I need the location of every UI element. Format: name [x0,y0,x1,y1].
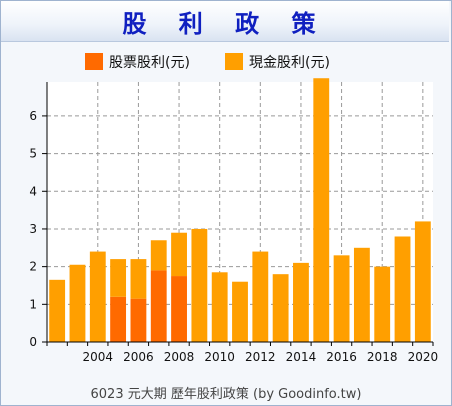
bar-layer [49,78,431,343]
cash-dividend-bar-2013 [272,274,289,342]
stock-dividend-bar-2007 [150,270,167,342]
cash-dividend-bar-2008 [171,232,187,277]
x-tick-labels: 2004 2006 2008 2010 2012 2014 2016 2018 2020 [83,350,439,364]
legend-label-cash: 現金股利(元) [249,55,330,71]
legend-swatch-stock [85,53,103,70]
cash-dividend-bar-2003 [69,264,86,342]
cash-dividend-bar-2010 [211,272,228,342]
title-bar: 股 利 政 策 [1,1,449,42]
x-tick-label: 2008 [164,350,195,364]
x-tick-label: 2006 [123,350,154,364]
x-tick-label: 2010 [204,350,235,364]
chart-title: 股 利 政 策 [122,8,328,38]
cash-dividend-bar-2017 [353,247,370,342]
cash-dividend-bar-2016 [333,255,350,342]
footer-caption: 6023 元大期 歷年股利政策 (by Goodinfo.tw) [91,386,362,402]
cash-dividend-bar-2020 [414,221,431,342]
y-tick-label: 3 [29,222,37,236]
cash-dividend-bar-2011 [232,281,248,342]
x-tick-label: 2016 [326,350,357,364]
x-tick-label: 2020 [408,350,439,364]
y-tick-label: 4 [29,184,37,198]
legend: 股票股利(元) 現金股利(元) [85,53,330,71]
cash-dividend-bar-2006 [130,259,147,299]
y-tick-label: 5 [29,147,37,161]
cash-dividend-bar-2018 [374,266,391,342]
cash-dividend-bar-2007 [150,240,167,271]
x-tick-label: 2012 [245,350,276,364]
cash-dividend-bar-2012 [252,251,269,342]
x-tick-label: 2004 [83,350,114,364]
y-tick-label: 6 [29,109,37,123]
stock-dividend-bar-2006 [130,298,147,342]
cash-dividend-bar-2005 [110,259,127,297]
stock-dividend-bar-2005 [110,296,127,342]
legend-swatch-cash [225,53,243,70]
cash-dividend-bar-2014 [293,262,309,342]
cash-dividend-bar-2015 [313,78,330,343]
cash-dividend-bar-2002 [49,279,66,342]
x-tick-label: 2018 [367,350,398,364]
stock-dividend-bar-2008 [171,276,187,342]
y-tick-label: 2 [29,260,37,274]
x-tick-label: 2014 [286,350,317,364]
cash-dividend-bar-2019 [394,236,411,342]
y-tick-labels: 0 1 2 3 4 5 6 [29,109,37,349]
axis-layer [42,82,434,346]
legend-label-stock: 股票股利(元) [109,55,190,71]
y-tick-label: 0 [29,335,37,349]
y-tick-label: 1 [29,297,37,311]
cash-dividend-bar-2009 [191,228,208,342]
cash-dividend-bar-2004 [89,251,106,342]
